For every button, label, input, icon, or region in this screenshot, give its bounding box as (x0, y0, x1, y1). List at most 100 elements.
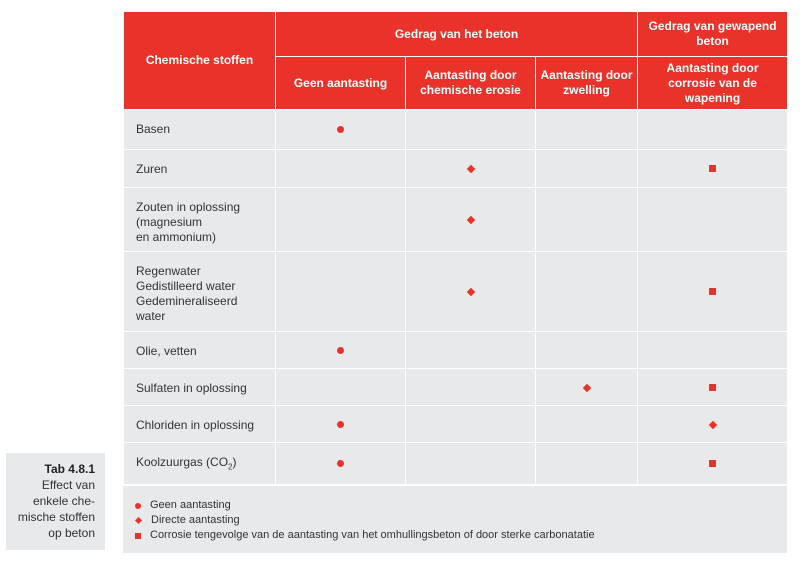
row-label-line: Chloriden in oplossing (136, 418, 255, 432)
diamond-icon (466, 164, 475, 174)
table-caption: Tab 4.8.1 Effect van enkele che- mische … (6, 453, 105, 550)
legend-item: Corrosie tengevolge van de aantasting va… (135, 528, 787, 543)
table-row: Regenwater Gedistilleerd water Gedemineral… (123, 251, 789, 332)
row-label-line: Olie, vetten (136, 344, 197, 358)
mark-cell (275, 331, 406, 369)
table-row: Basen (123, 109, 789, 150)
diamond-icon (134, 516, 143, 525)
row-label: Sulfaten in oplossing (123, 368, 276, 406)
row-label: Olie, vetten (123, 331, 276, 369)
mark-cell (534, 442, 639, 485)
caption-line: Effect van (41, 478, 95, 492)
table-row: Zouten in oplossing (magnesium en ammonium… (123, 187, 789, 252)
mark-cell (405, 331, 536, 369)
row-label-text: ) (232, 455, 237, 469)
row-label: Zouten in oplossing (magnesium en ammonium… (123, 187, 276, 252)
mark-cell (637, 368, 789, 406)
row-label-line: water (136, 309, 166, 323)
diamond-icon (582, 383, 591, 392)
legend-text: Geen aantasting (150, 499, 231, 511)
row-label-line: Regenwater (136, 264, 201, 278)
mark-cell (405, 109, 536, 150)
mark-cell (275, 251, 406, 332)
mark-cell (637, 109, 789, 150)
row-label-line: (magnesium (136, 215, 203, 229)
header-chemische-stoffen: Chemische stoffen (123, 11, 276, 110)
row-label: Regenwater Gedistilleerd water Gedemineral… (123, 251, 276, 332)
row-label-line: Zuren (136, 162, 168, 176)
circle-icon (337, 420, 344, 428)
diamond-icon (708, 420, 717, 429)
mark-cell (405, 251, 536, 332)
mark-cell (405, 187, 536, 252)
mark-cell (637, 149, 789, 188)
header-corrosie-wapening: Aantasting door corrosie van de wapening (637, 56, 789, 110)
legend-text: Directe aantasting (151, 514, 240, 526)
circle-icon (337, 346, 344, 354)
mark-cell (275, 149, 406, 188)
mark-cell (275, 405, 406, 443)
mark-cell (275, 442, 406, 485)
square-icon (709, 165, 717, 172)
caption-line: op beton (48, 526, 95, 540)
mark-cell (534, 331, 639, 369)
header-zwelling: Aantasting door zwelling (534, 56, 639, 110)
caption-title: Tab 4.8.1 (44, 462, 95, 476)
table-row: Chloriden in oplossing (123, 405, 789, 443)
circle-icon (135, 502, 141, 509)
mark-cell (405, 442, 536, 485)
mark-cell (534, 149, 639, 188)
chemical-effects-table: Chemische stoffen Gedrag van het beton G… (123, 11, 789, 553)
diamond-icon (466, 215, 475, 225)
table-row: Sulfaten in oplossing (123, 368, 789, 406)
header-chemische-erosie: Aantasting door chemische erosie (405, 56, 536, 110)
square-icon (709, 383, 717, 391)
legend-item: Geen aantasting (135, 498, 787, 513)
row-label-line: Gedemineraliseerd (136, 294, 238, 308)
row-label-line: Basen (136, 122, 171, 136)
mark-cell (275, 368, 406, 406)
square-icon (709, 288, 717, 295)
caption-line: mische stoffen (17, 510, 95, 524)
row-label-text: Koolzuurgas (CO (136, 455, 229, 469)
legend: Geen aantasting Directe aantasting Corrosi… (123, 486, 787, 553)
diamond-icon (466, 287, 475, 297)
mark-cell (534, 405, 639, 443)
legend-item: Directe aantasting (134, 513, 787, 528)
mark-cell (405, 405, 536, 443)
legend-text: Corrosie tengevolge van de aantasting va… (150, 529, 595, 541)
mark-cell (534, 187, 639, 252)
table-row: Zuren (123, 149, 789, 188)
row-label: Basen (123, 109, 276, 150)
mark-cell (275, 109, 406, 150)
mark-cell (534, 251, 639, 332)
row-label-line: Zouten in oplossing (136, 200, 241, 214)
row-label-subscript: 2 (228, 462, 233, 472)
mark-cell (637, 442, 789, 485)
header-geen-aantasting: Geen aantasting (275, 56, 406, 110)
row-label: Chloriden in oplossing (123, 405, 276, 443)
header-gedrag-beton: Gedrag van het beton (274, 11, 639, 57)
circle-icon (337, 460, 344, 467)
row-label: Koolzuurgas (CO2) (123, 442, 276, 485)
mark-cell (534, 109, 639, 150)
row-label: Zuren (123, 149, 276, 188)
table-body: Basen Zuren Zouten in oplossing (magnesium e… (123, 109, 789, 485)
row-label-line: Gedistilleerd water (136, 279, 236, 293)
square-icon (709, 460, 717, 467)
row-label-line: Sulfaten in oplossing (136, 381, 247, 395)
mark-cell (275, 187, 406, 252)
mark-cell (637, 187, 789, 252)
mark-cell (405, 368, 536, 406)
mark-cell (637, 251, 789, 332)
mark-cell (534, 368, 639, 406)
mark-cell (637, 405, 789, 443)
header-gedrag-gewapend-beton: Gedrag van gewapend beton (637, 11, 789, 57)
table-row: Olie, vetten (123, 331, 789, 369)
mark-cell (405, 149, 536, 188)
circle-icon (337, 126, 344, 133)
square-icon (135, 532, 141, 539)
table-row: Koolzuurgas (CO2) (123, 442, 789, 485)
mark-cell (637, 331, 789, 369)
caption-line: enkele che- (32, 494, 95, 508)
